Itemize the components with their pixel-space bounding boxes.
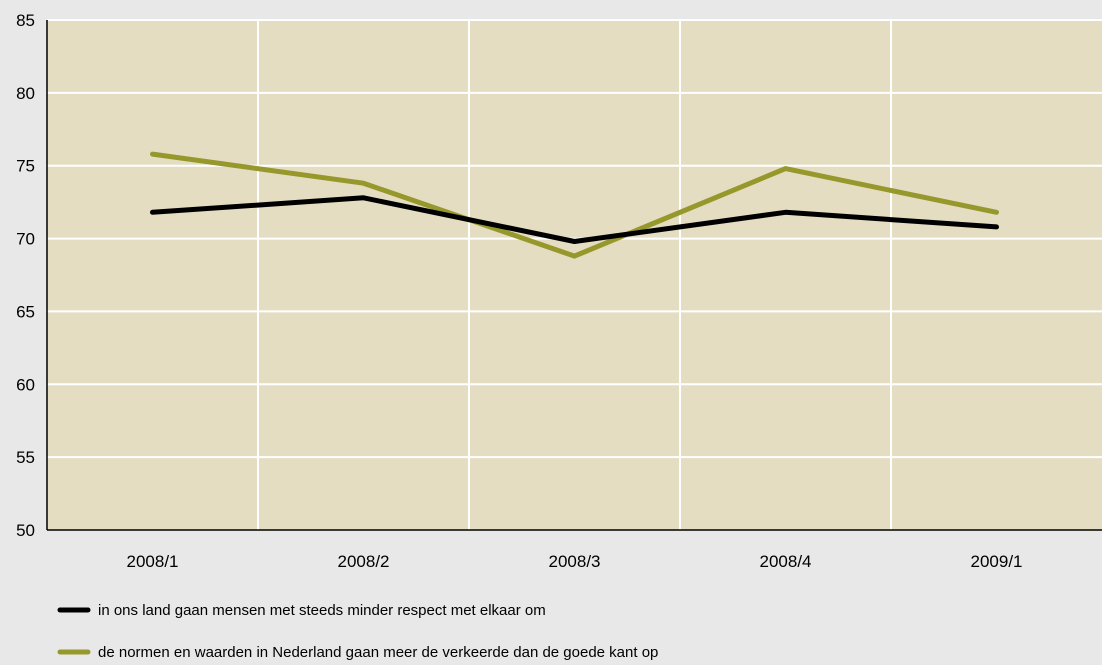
plot-area: [47, 20, 1102, 530]
y-tick-label: 50: [16, 521, 35, 540]
legend-label-2: de normen en waarden in Nederland gaan m…: [98, 644, 658, 660]
y-tick-label: 60: [16, 375, 35, 394]
series-line-1: [150, 195, 999, 244]
series-lines: [150, 151, 999, 259]
vertical-gridlines: [257, 20, 892, 530]
y-tick-label: 75: [16, 157, 35, 176]
y-tick-label: 65: [16, 302, 35, 321]
y-tick-label: 85: [16, 11, 35, 30]
series-line-2: [150, 151, 999, 259]
x-tick-label: 2008/3: [549, 552, 601, 571]
y-tick-label: 55: [16, 448, 35, 467]
y-axis-tick-labels: 50 55 60 65 70 75 80 85: [16, 11, 35, 540]
x-tick-label: 2008/2: [338, 552, 390, 571]
x-tick-label: 2008/1: [127, 552, 179, 571]
horizontal-gridlines: [47, 19, 1102, 459]
axes: [46, 20, 1102, 531]
legend: in ons land gaan mensen met steeds minde…: [57, 602, 658, 661]
x-tick-label: 2008/4: [760, 552, 812, 571]
x-axis-tick-labels: 2008/1 2008/2 2008/3 2008/4 2009/1: [127, 552, 1023, 571]
legend-label-1: in ons land gaan mensen met steeds minde…: [98, 602, 546, 619]
y-tick-label: 80: [16, 84, 35, 103]
y-tick-label: 70: [16, 230, 35, 249]
x-tick-label: 2009/1: [971, 552, 1023, 571]
